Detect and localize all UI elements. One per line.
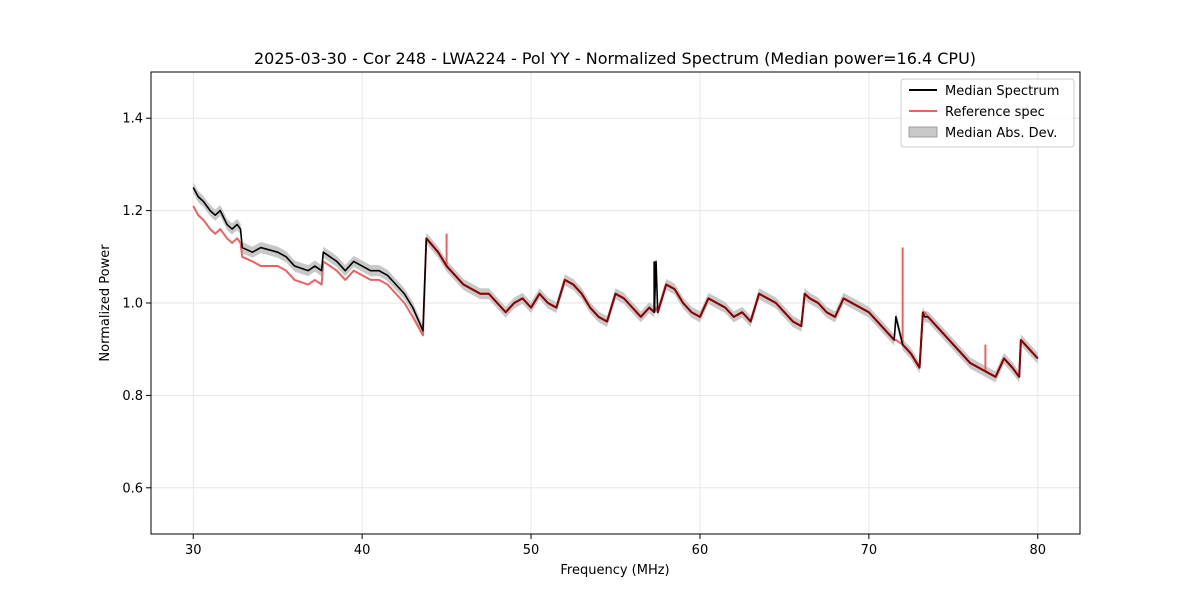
ticks: 30 40 50 60 70 80 0.6 0.8 1.0 1.2 1.4 [122, 112, 1046, 558]
legend-mad-swatch [908, 126, 938, 138]
overlap-line [656, 283, 895, 341]
legend-mad-label: Median Abs. Dev. [945, 126, 1057, 141]
overlap-line [927, 316, 1039, 378]
median-series-layer [192, 187, 1039, 378]
y-tick-label: 1.0 [122, 297, 143, 312]
y-tick-label: 1.4 [122, 112, 143, 127]
overlap-line [425, 237, 656, 323]
x-axis-label: Frequency (MHz) [560, 563, 669, 578]
legend-median-label: Median Spectrum [945, 84, 1059, 99]
x-tick-label: 70 [861, 543, 878, 558]
x-tick-label: 30 [185, 543, 202, 558]
legend-box [900, 78, 1075, 148]
y-tick-label: 0.6 [122, 481, 143, 496]
y-axis-label: Normalized Power [98, 244, 113, 362]
legend: Median Spectrum Reference spec Median Ab… [900, 78, 1075, 148]
chart-title: 2025-03-30 - Cor 248 - LWA224 - Pol YY -… [254, 49, 976, 68]
x-tick-label: 40 [354, 543, 371, 558]
y-tick-label: 1.2 [122, 204, 143, 219]
overlap-line [901, 312, 924, 369]
x-tick-label: 80 [1029, 543, 1046, 558]
x-tick-label: 50 [523, 543, 540, 558]
x-tick-label: 60 [692, 543, 709, 558]
y-tick-label: 0.8 [122, 389, 143, 404]
legend-reference-label: Reference spec [945, 105, 1045, 120]
